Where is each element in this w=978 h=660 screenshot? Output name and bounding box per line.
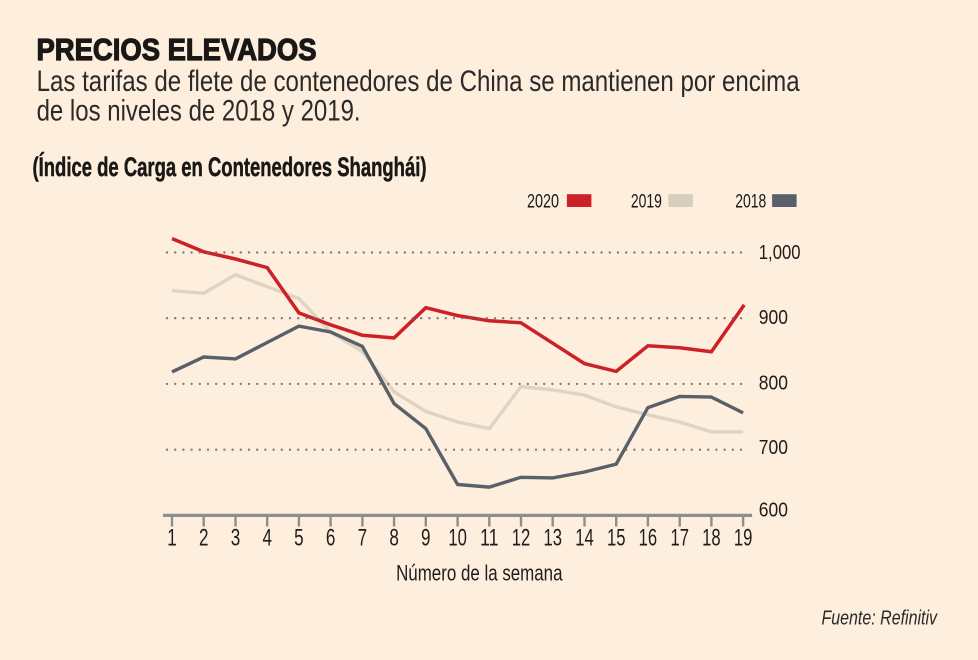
svg-text:14: 14 xyxy=(575,525,594,552)
svg-text:800: 800 xyxy=(759,373,788,395)
svg-text:16: 16 xyxy=(639,525,658,552)
svg-text:2019: 2019 xyxy=(631,192,662,213)
svg-text:7: 7 xyxy=(358,525,368,552)
svg-text:8: 8 xyxy=(389,525,399,552)
svg-text:(Índice de Carga en Contenedor: (Índice de Carga en Contenedores Shanghá… xyxy=(33,152,427,182)
svg-text:700: 700 xyxy=(759,437,788,459)
svg-text:13: 13 xyxy=(543,525,562,552)
svg-text:2020: 2020 xyxy=(527,192,559,213)
svg-text:1,000: 1,000 xyxy=(759,242,801,264)
svg-text:2: 2 xyxy=(199,525,209,552)
svg-text:19: 19 xyxy=(734,525,753,552)
svg-text:18: 18 xyxy=(702,525,721,552)
svg-text:9: 9 xyxy=(421,525,431,552)
svg-text:3: 3 xyxy=(231,525,241,552)
svg-text:de los niveles de 2018 y 2019.: de los niveles de 2018 y 2019. xyxy=(37,95,361,128)
svg-text:900: 900 xyxy=(759,307,788,329)
svg-text:Fuente: Refinitiv: Fuente: Refinitiv xyxy=(822,607,938,629)
svg-text:2018: 2018 xyxy=(735,192,766,213)
svg-text:Número de la semana: Número de la semana xyxy=(396,561,563,586)
svg-text:4: 4 xyxy=(262,525,272,552)
svg-text:15: 15 xyxy=(607,525,626,552)
svg-text:Las tarifas de flete de conten: Las tarifas de flete de contenedores de … xyxy=(37,65,800,98)
svg-text:600: 600 xyxy=(759,500,788,522)
svg-text:17: 17 xyxy=(670,525,689,552)
svg-text:6: 6 xyxy=(326,525,336,552)
svg-text:10: 10 xyxy=(448,525,467,552)
svg-text:1: 1 xyxy=(167,525,177,552)
svg-text:12: 12 xyxy=(512,525,531,552)
svg-text:PRECIOS ELEVADOS: PRECIOS ELEVADOS xyxy=(37,32,317,67)
svg-text:11: 11 xyxy=(480,525,499,552)
svg-text:5: 5 xyxy=(294,525,304,552)
